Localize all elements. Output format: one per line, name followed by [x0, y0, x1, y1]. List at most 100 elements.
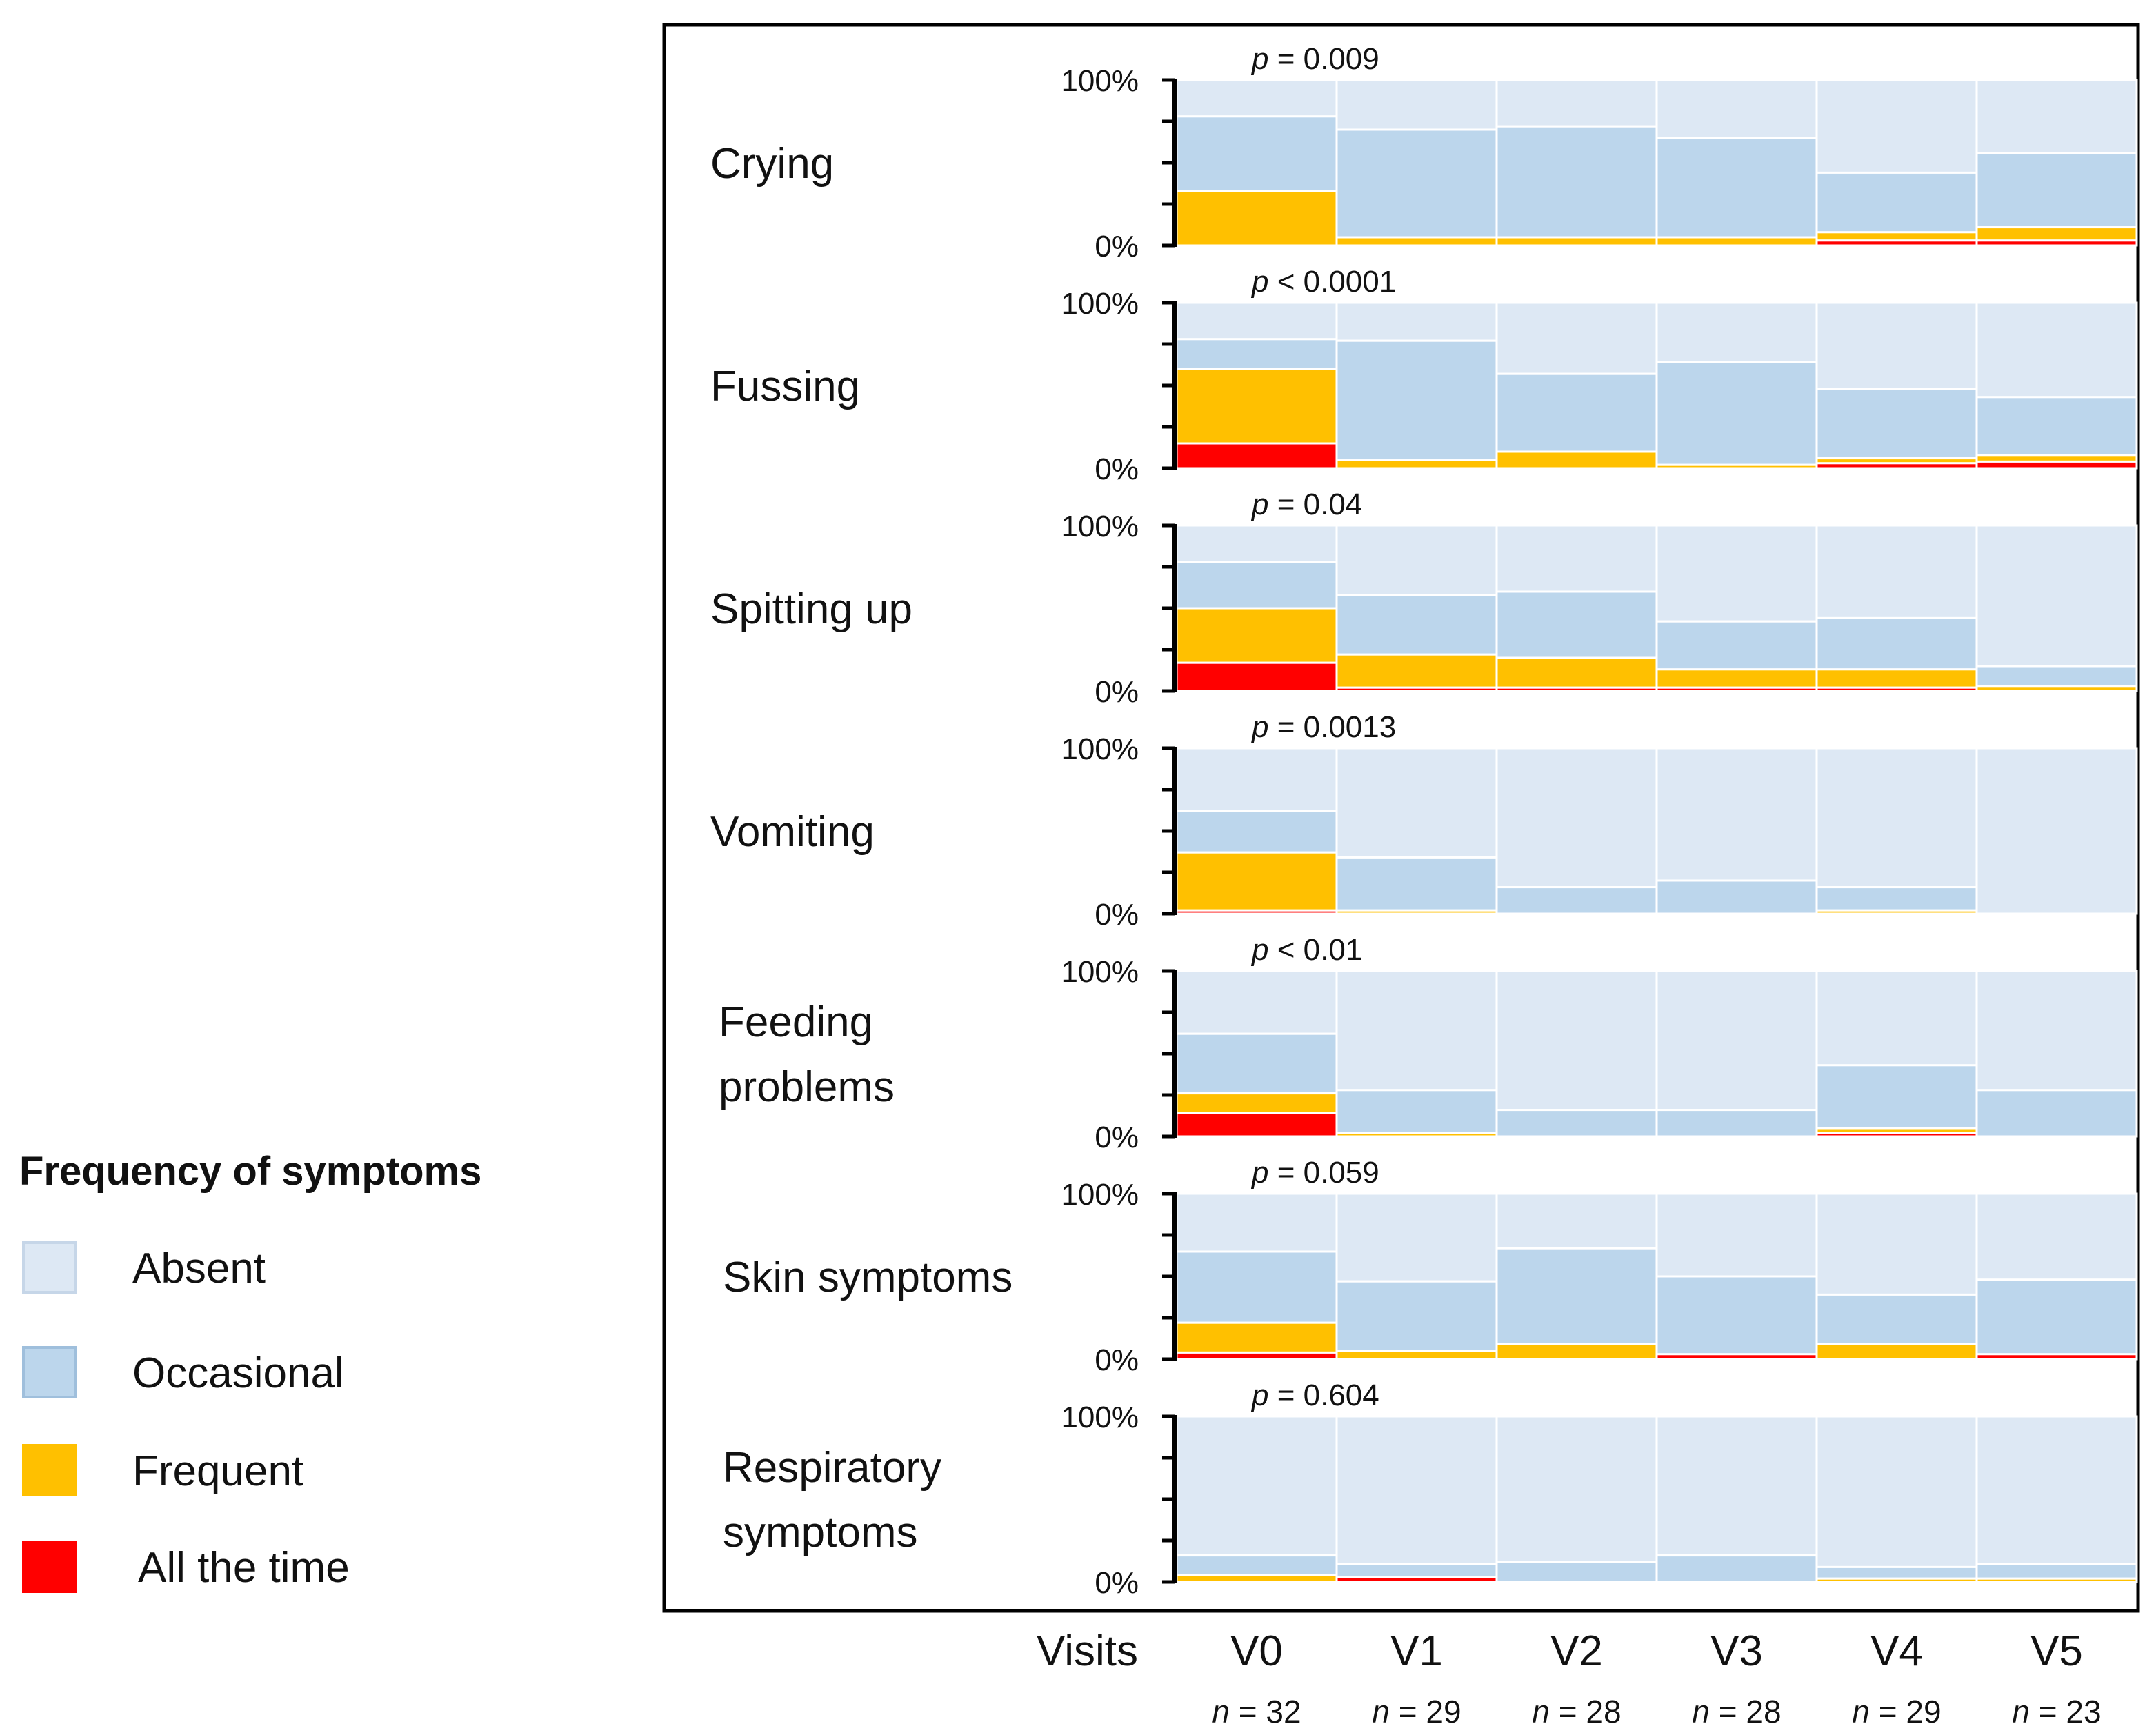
y-tick-label-bottom: 0% — [1095, 1566, 1139, 1600]
bar-segment-frequent-3-4 — [1815, 909, 1978, 915]
bar-segment-absent-0-5 — [1975, 79, 2138, 154]
legend-label-occasional: Occasional — [132, 1350, 344, 1397]
bar-segment-absent-5-1 — [1335, 1192, 1498, 1283]
bar-segment-absent-5-3 — [1655, 1192, 1818, 1278]
bar-segment-absent-4-2 — [1495, 970, 1658, 1112]
bar-segment-occasional-4-3 — [1655, 1109, 1818, 1138]
bar-segment-occasional-0-2 — [1495, 125, 1658, 239]
bar-segment-absent-3-3 — [1655, 747, 1818, 882]
legend-title: Frequency of symptoms — [19, 1149, 481, 1194]
bar-segment-occasional-0-1 — [1335, 128, 1498, 239]
bar-segment-occasional-4-1 — [1335, 1089, 1498, 1134]
x-axis-labels: Visits V0 n = 32 V1 n = 29 V2 n = 28 V3 n = 28 V4… — [1037, 1627, 2102, 1729]
bar-segment-all_the_time-1-5 — [1975, 460, 2138, 470]
bar-segment-all_the_time-4-4 — [1815, 1132, 1978, 1138]
p-value-label: p < 0.01 — [1250, 933, 1362, 967]
bar-segment-occasional-1-1 — [1335, 339, 1498, 461]
y-tick-label-top: 100% — [1061, 287, 1139, 321]
bar-segment-occasional-2-0 — [1175, 561, 1338, 610]
bar-segment-absent-1-4 — [1815, 301, 1978, 390]
bar-segment-occasional-5-4 — [1815, 1293, 1978, 1345]
bar-segment-absent-4-1 — [1335, 970, 1498, 1092]
row-label: Vomiting — [710, 808, 875, 856]
y-tick-label-bottom: 0% — [1095, 1121, 1139, 1154]
y-tick-label-bottom: 0% — [1095, 1343, 1139, 1377]
bar-segment-occasional-3-0 — [1175, 810, 1338, 854]
bar-segment-occasional-5-2 — [1495, 1247, 1658, 1345]
bar-segment-absent-6-1 — [1335, 1415, 1498, 1565]
visit-n-label: n = 28 — [1532, 1694, 1621, 1729]
bar-segment-occasional-5-3 — [1655, 1275, 1818, 1356]
bar-segment-frequent-1-0 — [1175, 368, 1338, 445]
y-tick-label-bottom: 0% — [1095, 230, 1139, 263]
bar-segment-occasional-0-3 — [1655, 137, 1818, 239]
panel-6: 100% 0% p = 0.604 Respiratory symptoms — [723, 1378, 2138, 1600]
y-tick-label-top: 100% — [1061, 1401, 1139, 1434]
visit-label: V4 — [1870, 1627, 1923, 1675]
bar-segment-absent-6-0 — [1175, 1415, 1338, 1557]
bar-segment-frequent-2-3 — [1655, 668, 1818, 689]
bar-segment-occasional-4-5 — [1975, 1089, 2138, 1138]
visit-label: V3 — [1710, 1627, 1763, 1675]
bar-segment-occasional-5-5 — [1975, 1278, 2138, 1356]
bar-segment-absent-0-4 — [1815, 79, 1978, 174]
bar-segment-frequent-5-2 — [1495, 1343, 1658, 1361]
bar-segment-occasional-2-1 — [1335, 594, 1498, 656]
visit-label: V1 — [1390, 1627, 1443, 1675]
bar-segment-frequent-2-1 — [1335, 653, 1498, 689]
panel-1: 100% 0% p < 0.0001 Fussing — [710, 265, 2138, 486]
bar-segment-absent-4-0 — [1175, 970, 1338, 1035]
bar-segment-absent-4-5 — [1975, 970, 2138, 1092]
legend-swatch-absent — [22, 1241, 77, 1294]
bar-segment-all_the_time-5-5 — [1975, 1353, 2138, 1361]
p-value-label: p < 0.0001 — [1250, 265, 1396, 299]
visit-n-label: n = 28 — [1692, 1694, 1781, 1729]
bar-segment-absent-2-1 — [1335, 524, 1498, 596]
bar-segment-frequent-4-1 — [1335, 1132, 1498, 1138]
bar-segment-frequent-3-1 — [1335, 909, 1498, 915]
bar-segment-absent-4-3 — [1655, 970, 1818, 1112]
bar-segment-occasional-1-4 — [1815, 388, 1978, 460]
bar-segment-occasional-6-4 — [1815, 1565, 1978, 1580]
y-tick-label-bottom: 0% — [1095, 675, 1139, 709]
bar-segment-frequent-5-0 — [1175, 1321, 1338, 1354]
panel-3: 100% 0% p = 0.0013 Vomiting — [710, 710, 2138, 932]
bar-segment-frequent-1-1 — [1335, 459, 1498, 470]
bar-segment-absent-0-0 — [1175, 79, 1338, 118]
p-value-label: p = 0.04 — [1250, 488, 1362, 521]
row-label: Crying — [710, 140, 834, 188]
bar-segment-absent-1-1 — [1335, 301, 1498, 342]
legend-swatch-occasional — [22, 1346, 77, 1398]
y-tick-label-top: 100% — [1061, 732, 1139, 766]
bar-segment-occasional-3-2 — [1495, 886, 1658, 915]
bar-segment-occasional-6-1 — [1335, 1563, 1498, 1578]
bar-segment-all_the_time-5-0 — [1175, 1351, 1338, 1361]
bar-segment-all_the_time-2-3 — [1655, 686, 1818, 692]
bar-segment-absent-1-0 — [1175, 301, 1338, 341]
bar-segment-occasional-1-3 — [1655, 361, 1818, 466]
panel-frame — [662, 23, 2140, 1613]
bar-segment-absent-0-2 — [1495, 79, 1658, 128]
bar-segment-occasional-5-1 — [1335, 1280, 1498, 1352]
bar-segment-frequent-0-0 — [1175, 190, 1338, 247]
bar-segment-frequent-2-4 — [1815, 668, 1978, 689]
row-label: Respiratory symptoms — [723, 1444, 941, 1556]
y-tick-label-top: 100% — [1061, 955, 1139, 989]
visit-label: V0 — [1230, 1627, 1283, 1675]
bar-segment-absent-3-0 — [1175, 747, 1338, 812]
bar-segment-absent-6-2 — [1495, 1415, 1658, 1563]
y-tick-label-bottom: 0% — [1095, 898, 1139, 932]
bar-segment-occasional-4-0 — [1175, 1032, 1338, 1095]
bar-segment-frequent-6-0 — [1175, 1574, 1338, 1583]
visit-n-label: n = 29 — [1372, 1694, 1461, 1729]
bar-segment-occasional-1-2 — [1495, 372, 1658, 453]
bar-segment-all_the_time-2-0 — [1175, 661, 1338, 692]
bar-segment-occasional-4-4 — [1815, 1064, 1978, 1130]
bar-segment-absent-6-5 — [1975, 1415, 2138, 1565]
y-tick-label-bottom: 0% — [1095, 452, 1139, 486]
bar-segment-occasional-2-4 — [1815, 616, 1978, 671]
panels: 100% 0% p = 0.009 Crying 100% 0% p < 0.0001 Fus… — [710, 42, 2138, 1600]
bar-segment-absent-5-5 — [1975, 1192, 2138, 1281]
bar-segment-occasional-6-5 — [1975, 1563, 2138, 1580]
bar-segment-occasional-1-5 — [1975, 396, 2138, 457]
